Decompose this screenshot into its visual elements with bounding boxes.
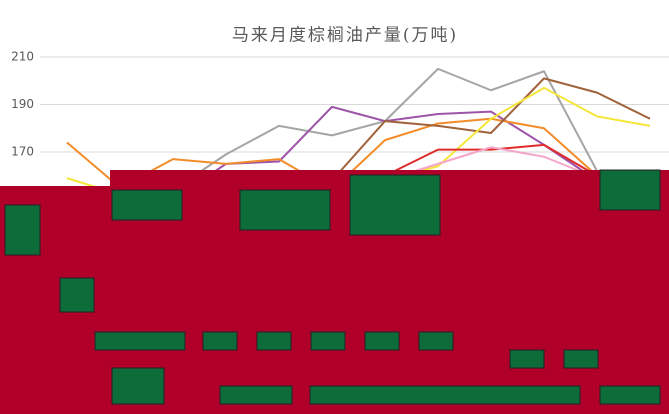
- corrupt-block: [0, 170, 669, 414]
- y-tick-label: 190: [11, 97, 34, 111]
- series-line: [66, 117, 651, 191]
- corrupt-block: [111, 189, 183, 221]
- corrupt-block: [349, 174, 441, 236]
- corrupt-block: [364, 331, 400, 351]
- corrupt-block: [309, 385, 581, 405]
- corrupt-block: [310, 331, 346, 351]
- corrupt-block: [219, 385, 293, 405]
- corrupt-block: [599, 385, 661, 405]
- corrupt-block: [599, 169, 661, 211]
- corrupt-block: [563, 349, 599, 369]
- corrupt-block: [239, 189, 331, 231]
- corrupt-block: [4, 204, 41, 256]
- corrupt-block: [256, 331, 292, 351]
- corrupt-block: [202, 331, 238, 351]
- corrupt-block: [111, 367, 165, 405]
- corrupt-block: [509, 349, 545, 369]
- corrupt-block: [418, 331, 454, 351]
- image-corruption: [0, 169, 669, 414]
- chart-title: 马来月度棕榈油产量(万吨): [232, 26, 458, 46]
- y-tick-label: 210: [11, 50, 34, 64]
- y-tick-label: 170: [11, 145, 34, 159]
- corrupt-block: [94, 331, 186, 351]
- corrupt-block: [59, 277, 95, 313]
